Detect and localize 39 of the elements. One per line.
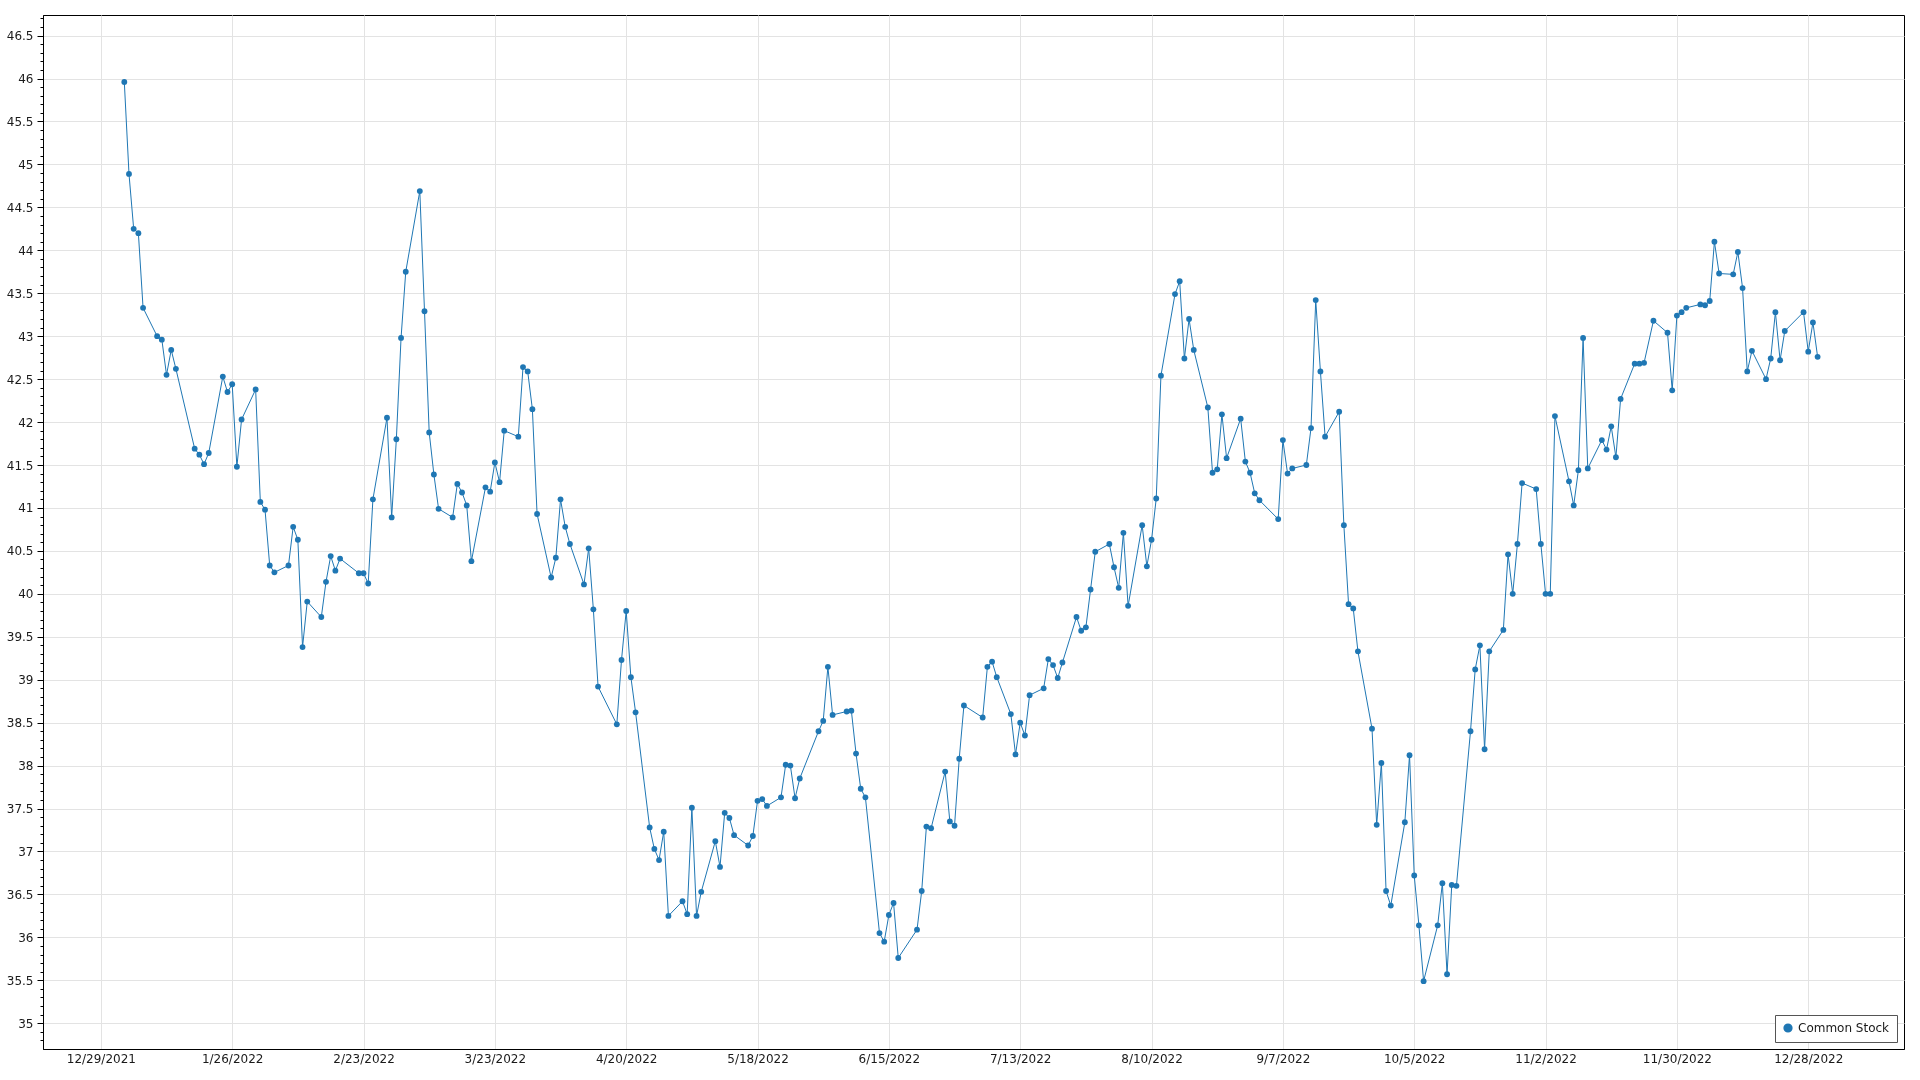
y-tick-label: 35.5 xyxy=(6,973,34,988)
y-tick-label: 36 xyxy=(18,930,34,945)
y-tick-label: 44 xyxy=(18,243,34,258)
y-tick-label: 43 xyxy=(18,329,34,344)
y-tick-label: 41 xyxy=(18,501,34,516)
y-tick-label: 35 xyxy=(18,1016,34,1031)
x-tick-label: 11/2/2022 xyxy=(1515,1051,1577,1066)
y-tick-label: 40.5 xyxy=(6,544,34,559)
y-tick-label: 43.5 xyxy=(6,286,34,301)
x-tick-label: 2/23/2022 xyxy=(333,1051,395,1066)
y-tick-label: 38.5 xyxy=(6,716,34,731)
y-tick-label: 38 xyxy=(18,759,34,774)
y-tick-label: 40 xyxy=(18,587,34,602)
y-tick-label: 42 xyxy=(18,415,34,430)
x-tick-label: 4/20/2022 xyxy=(595,1051,658,1066)
y-tick-label: 46.5 xyxy=(6,29,34,44)
x-tick-label: 1/26/2022 xyxy=(201,1051,264,1066)
y-tick-label: 39.5 xyxy=(6,630,34,645)
x-tick-label: 5/18/2022 xyxy=(727,1051,789,1066)
y-tick-label: 44.5 xyxy=(6,200,34,215)
x-tick-label: 11/30/2022 xyxy=(1642,1051,1712,1066)
x-tick-label: 12/28/2022 xyxy=(1774,1051,1844,1066)
y-tick-label: 39 xyxy=(18,673,34,688)
y-tick-label: 41.5 xyxy=(6,458,34,473)
x-tick-label: 8/10/2022 xyxy=(1121,1051,1183,1066)
y-tick-label: 36.5 xyxy=(6,887,34,902)
x-tick-label: 3/23/2022 xyxy=(464,1051,527,1066)
x-tick-label: 10/5/2022 xyxy=(1383,1051,1446,1066)
y-tick-label: 37 xyxy=(18,844,34,859)
x-tick-label: 6/15/2022 xyxy=(858,1051,921,1066)
y-tick-label: 42.5 xyxy=(6,372,34,387)
y-tick-label: 45 xyxy=(18,157,34,172)
y-tick-label: 46 xyxy=(18,72,34,87)
y-tick-label: 37.5 xyxy=(6,802,34,817)
legend-label: Common Stock xyxy=(1798,1021,1890,1035)
x-tick-label: 7/13/2022 xyxy=(989,1051,1052,1066)
y-tick-label: 45.5 xyxy=(6,114,34,129)
x-tick-label: 12/29/2021 xyxy=(66,1051,136,1066)
x-tick-label: 9/7/2022 xyxy=(1256,1051,1311,1066)
